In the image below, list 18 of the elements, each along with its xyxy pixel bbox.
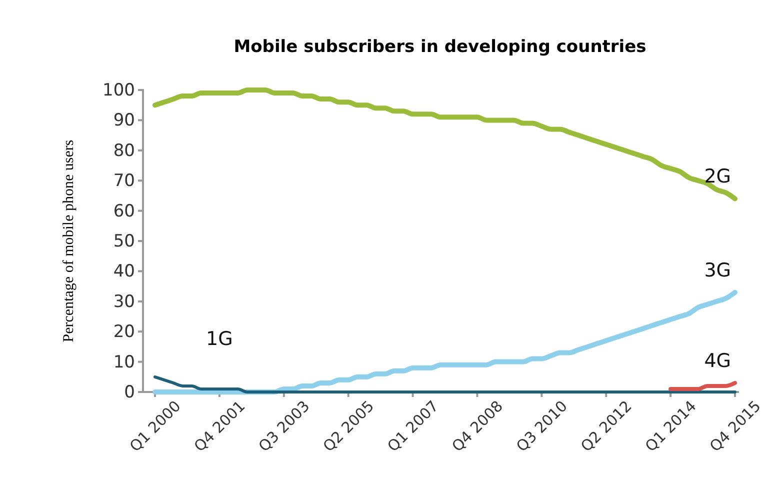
y-tick-label: 50 xyxy=(113,231,135,252)
y-tick-label: 80 xyxy=(113,140,135,161)
line-series xyxy=(154,375,736,394)
y-tick-label: 40 xyxy=(113,262,135,282)
series-label: 4G xyxy=(704,350,731,372)
y-tick-label: 70 xyxy=(113,171,135,192)
y-tick-label: 90 xyxy=(113,110,135,131)
series-label: 3G xyxy=(704,259,731,282)
y-tick-label: 10 xyxy=(113,352,135,372)
y-axis-title: Percentage of mobile phone users xyxy=(61,140,77,342)
y-tick-label: 60 xyxy=(113,201,135,222)
y-tick-label: 0 xyxy=(124,382,135,402)
y-tick-label: 100 xyxy=(102,80,135,100)
y-tick-label: 30 xyxy=(113,292,135,312)
text: 1G xyxy=(206,328,233,350)
series-label: 2G xyxy=(704,166,731,188)
chart-title: Mobile subscribers in developing countries xyxy=(234,37,646,57)
y-tick-label: 20 xyxy=(113,322,135,342)
